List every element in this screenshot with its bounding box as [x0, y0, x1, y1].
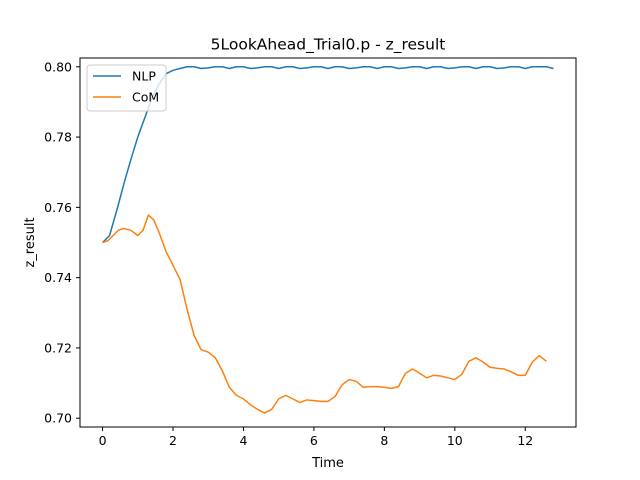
- chart-title: 5LookAhead_Trial0.p - z_result: [211, 36, 446, 55]
- x-tick-label: 4: [239, 433, 247, 448]
- x-axis-label: Time: [311, 456, 344, 471]
- y-tick-label: 0.70: [44, 411, 72, 426]
- legend-label-nlp: NLP: [132, 69, 156, 84]
- legend-label-com: CoM: [132, 90, 159, 105]
- x-tick-label: 6: [310, 433, 318, 448]
- x-tick-label: 2: [169, 433, 177, 448]
- x-axis-ticks: 0 2 4 6 8 10 12: [99, 427, 533, 448]
- x-tick-label: 8: [380, 433, 388, 448]
- y-axis-label: z_result: [23, 217, 38, 267]
- plot-area: 0 2 4 6 8 10 12 0.70 0.72 0.74 0.76 0.78 0.80: [44, 57, 577, 448]
- legend: NLP CoM: [86, 64, 167, 112]
- y-tick-label: 0.72: [44, 340, 72, 355]
- series-line-com: [102, 214, 547, 414]
- y-tick-label: 0.80: [44, 59, 72, 74]
- x-tick-label: 0: [99, 433, 107, 448]
- y-tick-label: 0.74: [44, 270, 72, 285]
- x-tick-label: 10: [447, 433, 463, 448]
- y-tick-label: 0.76: [44, 200, 72, 215]
- series-line-nlp: [102, 66, 554, 244]
- y-axis-ticks: 0.70 0.72 0.74 0.76 0.78 0.80: [44, 59, 80, 426]
- x-tick-label: 12: [517, 433, 533, 448]
- axes-frame: [79, 57, 577, 428]
- series-layer: [102, 66, 554, 414]
- y-tick-label: 0.78: [44, 130, 72, 145]
